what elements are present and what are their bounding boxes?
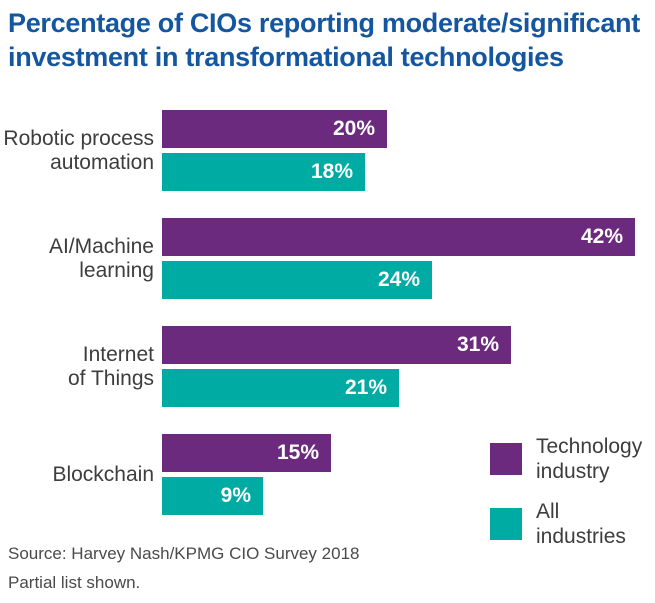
bar-value-label: 9% (220, 484, 251, 507)
category-label: Internet of Things (68, 342, 154, 390)
bar-technology-industry: 42% (162, 218, 635, 256)
bar-value-label: 24% (377, 268, 420, 291)
chart-legend: Technology industry All industries (490, 434, 655, 549)
legend-swatch (490, 443, 522, 475)
chart-group: Internet of Things 31% 21% (0, 326, 655, 407)
bar-pair: 15% 9% (162, 434, 331, 515)
chart-footer: Source: Harvey Nash/KPMG CIO Survey 2018… (8, 539, 359, 597)
bar-value-label: 21% (344, 376, 387, 399)
bar-all-industries: 9% (162, 477, 263, 515)
bar-value-label: 42% (580, 225, 623, 248)
bar-value-label: 20% (332, 117, 375, 140)
chart-group: Robotic process automation 20% 18% (0, 110, 655, 191)
legend-item: Technology industry (490, 434, 655, 484)
chart-group: AI/Machine learning 42% 24% (0, 218, 655, 299)
bar-pair: 20% 18% (162, 110, 387, 191)
legend-label: All industries (536, 500, 626, 548)
bar-technology-industry: 31% (162, 326, 511, 364)
category-label: Blockchain (52, 462, 154, 486)
bar-technology-industry: 20% (162, 110, 387, 148)
chart-title: Percentage of CIOs reporting moderate/si… (8, 8, 640, 72)
bar-all-industries: 21% (162, 369, 399, 407)
bar-all-industries: 18% (162, 153, 365, 191)
bar-pair: 42% 24% (162, 218, 635, 299)
legend-item: All industries (490, 499, 655, 549)
category-label: AI/Machine learning (48, 234, 154, 282)
chart-group: Blockchain 15% 9% (0, 434, 655, 515)
legend-swatch (490, 508, 522, 540)
bar-value-label: 18% (310, 160, 353, 183)
source-note: Source: Harvey Nash/KPMG CIO Survey 2018 (8, 544, 360, 563)
category-label: Robotic process automation (3, 126, 154, 174)
legend-label: Technology industry (536, 435, 643, 483)
bar-value-label: 31% (456, 333, 499, 356)
bar-all-industries: 24% (162, 261, 432, 299)
bar-pair: 31% 21% (162, 326, 511, 407)
partial-list-note: Partial list shown. (8, 573, 141, 592)
bar-chart: Robotic process automation 20% 18% AI/Machi… (0, 110, 655, 515)
bar-technology-industry: 15% (162, 434, 331, 472)
bar-value-label: 15% (276, 441, 319, 464)
